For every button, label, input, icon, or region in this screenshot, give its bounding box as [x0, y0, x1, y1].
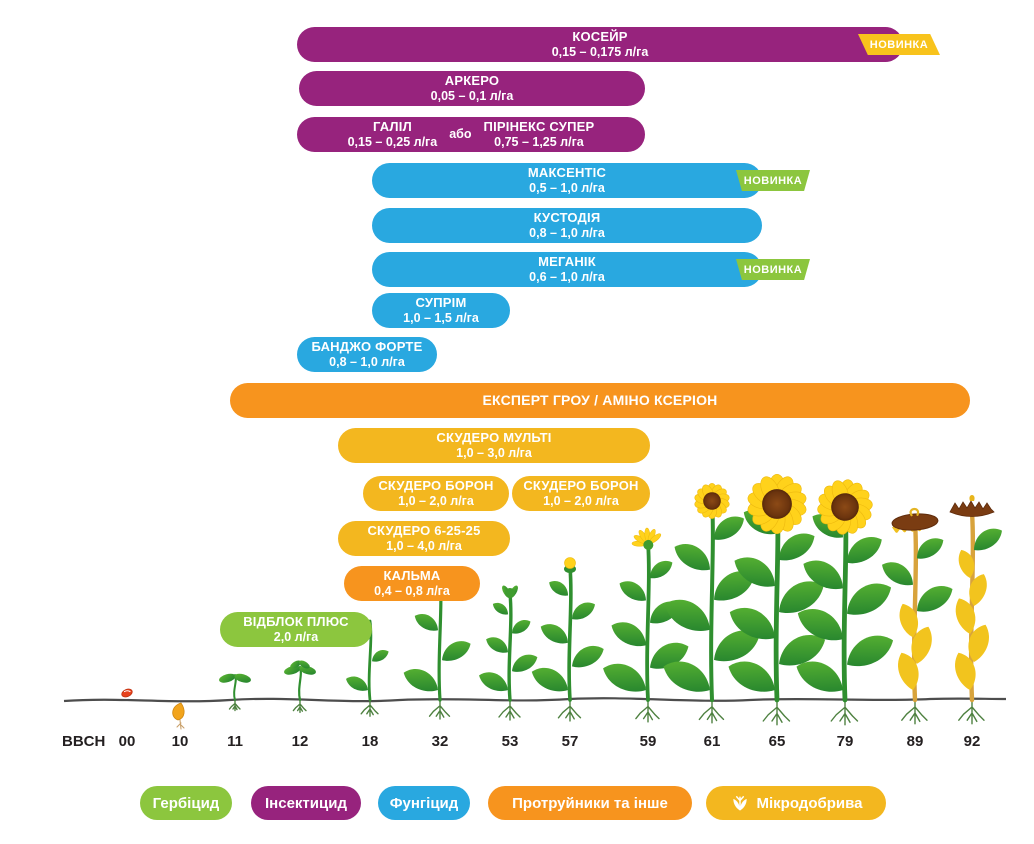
bbch-tick: 00: [118, 733, 136, 750]
product-name: ВІДБЛОК ПЛЮС: [243, 614, 349, 629]
product-pill-koseir: КОСЕЙР 0,15 – 0,175 л/га: [297, 27, 903, 62]
bbch-tick: 61: [703, 733, 721, 750]
product-dose: 0,05 – 0,1 л/га: [430, 88, 514, 103]
bbch-axis-label: BBCH: [62, 733, 106, 750]
bbch-tick: 53: [501, 733, 519, 750]
product-name: КОСЕЙР: [572, 29, 628, 44]
product-pill-ekspert-grou-amino-kserion: ЕКСПЕРТ ГРОУ / АМІНО КСЕРІОН: [230, 383, 970, 418]
bbch-tick: 11: [227, 733, 243, 750]
product-pill-suprim: СУПРІМ 1,0 – 1,5 л/га: [372, 293, 510, 328]
legend-label: Фунгіцид: [389, 794, 459, 812]
product-name: КАЛЬМА: [383, 568, 441, 583]
legend-label: Протруйники та інше: [512, 794, 668, 812]
product-right: ПІРІНЕКС СУПЕР 0,75 – 1,25 л/га: [484, 119, 595, 150]
product-name: МЕГАНІК: [538, 254, 596, 269]
bbch-tick: 92: [963, 733, 981, 750]
product-dose: 1,0 – 2,0 л/га: [543, 493, 619, 508]
legend-label: Мікродобрива: [756, 794, 863, 812]
bbch-tick: 12: [291, 733, 309, 750]
product-name: БАНДЖО ФОРТЕ: [311, 339, 423, 354]
product-dose: 0,6 – 1,0 л/га: [529, 269, 605, 284]
product-dose: 0,15 – 0,25 л/га: [347, 134, 438, 149]
product-pill-skudero-6-25-25: СКУДЕРО 6-25-25 1,0 – 4,0 л/га: [338, 521, 510, 556]
or-connector: або: [449, 126, 472, 141]
product-pill-halil-pirineks: ГАЛІЛ 0,15 – 0,25 л/га або ПІРІНЕКС СУПЕ…: [297, 117, 645, 152]
new-badge: НОВИНКА: [736, 259, 810, 280]
product-name: СКУДЕРО 6-25-25: [367, 523, 481, 538]
product-name: АРКЕРО: [444, 73, 500, 88]
legend-label: Інсектицид: [265, 794, 347, 812]
legend-microfertilizers: Мікродобрива: [706, 786, 886, 820]
legend-insecticide: Інсектицид: [251, 786, 361, 820]
product-pill-skudero-boron-1: СКУДЕРО БОРОН 1,0 – 2,0 л/га: [363, 476, 509, 511]
product-name: СУПРІМ: [415, 295, 467, 310]
product-pill-bandzho-forte: БАНДЖО ФОРТЕ 0,8 – 1,0 л/га: [297, 337, 437, 372]
product-name: МАКСЕНТІС: [527, 165, 607, 180]
product-dose: 0,15 – 0,175 л/га: [551, 44, 649, 59]
product-pill-vidblok-plius: ВІДБЛОК ПЛЮС 2,0 л/га: [220, 612, 372, 647]
legend-herbicide: Гербіцид: [140, 786, 232, 820]
bbch-tick: 79: [836, 733, 854, 750]
product-pill-arkero: АРКЕРО 0,05 – 0,1 л/га: [299, 71, 645, 106]
product-pill-kalma: КАЛЬМА 0,4 – 0,8 л/га: [344, 566, 480, 601]
legend-seed-treaters-other: Протруйники та інше: [488, 786, 692, 820]
bbch-tick: 89: [906, 733, 924, 750]
product-pill-mehanik: МЕГАНІК 0,6 – 1,0 л/га: [372, 252, 762, 287]
bbch-tick: 18: [361, 733, 379, 750]
product-name: ЕКСПЕРТ ГРОУ / АМІНО КСЕРІОН: [482, 391, 718, 408]
product-name: ГАЛІЛ: [372, 119, 412, 134]
new-badge: НОВИНКА: [736, 170, 810, 191]
product-name: ПІРІНЕКС СУПЕР: [483, 119, 595, 134]
product-name: СКУДЕРО МУЛЬТІ: [436, 430, 552, 445]
product-pill-skudero-boron-2: СКУДЕРО БОРОН 1,0 – 2,0 л/га: [512, 476, 650, 511]
product-dose: 2,0 л/га: [273, 629, 319, 644]
product-pill-kustodiia: КУСТОДІЯ 0,8 – 1,0 л/га: [372, 208, 762, 243]
product-dose: 0,4 – 0,8 л/га: [374, 583, 450, 598]
product-pill-maksentis: МАКСЕНТІС 0,5 – 1,0 л/га: [372, 163, 762, 198]
product-dose: 0,8 – 1,0 л/га: [529, 225, 605, 240]
bbch-tick: 65: [768, 733, 786, 750]
product-name: СКУДЕРО БОРОН: [523, 478, 639, 493]
bbch-tick: 32: [431, 733, 449, 750]
product-dose: 0,5 – 1,0 л/га: [529, 180, 605, 195]
product-dose: 0,75 – 1,25 л/га: [494, 134, 584, 149]
bbch-tick: 10: [171, 733, 189, 750]
sprout-icon: [730, 793, 750, 813]
product-dose: 1,0 – 4,0 л/га: [386, 538, 462, 553]
new-badge: НОВИНКА: [858, 34, 940, 55]
product-pill-skudero-multi: СКУДЕРО МУЛЬТІ 1,0 – 3,0 л/га: [338, 428, 650, 463]
product-dose: 1,0 – 3,0 л/га: [456, 445, 532, 460]
legend-label: Гербіцид: [152, 794, 220, 812]
product-dose: 1,0 – 2,0 л/га: [398, 493, 474, 508]
product-left: ГАЛІЛ 0,15 – 0,25 л/га: [348, 119, 438, 150]
legend-fungicide: Фунгіцид: [378, 786, 470, 820]
bbch-tick: 59: [639, 733, 657, 750]
bbch-tick: 57: [561, 733, 579, 750]
product-dose: 1,0 – 1,5 л/га: [403, 310, 479, 325]
product-name: СКУДЕРО БОРОН: [378, 478, 494, 493]
product-dose: 0,8 – 1,0 л/га: [329, 354, 405, 369]
product-name: КУСТОДІЯ: [533, 210, 601, 225]
